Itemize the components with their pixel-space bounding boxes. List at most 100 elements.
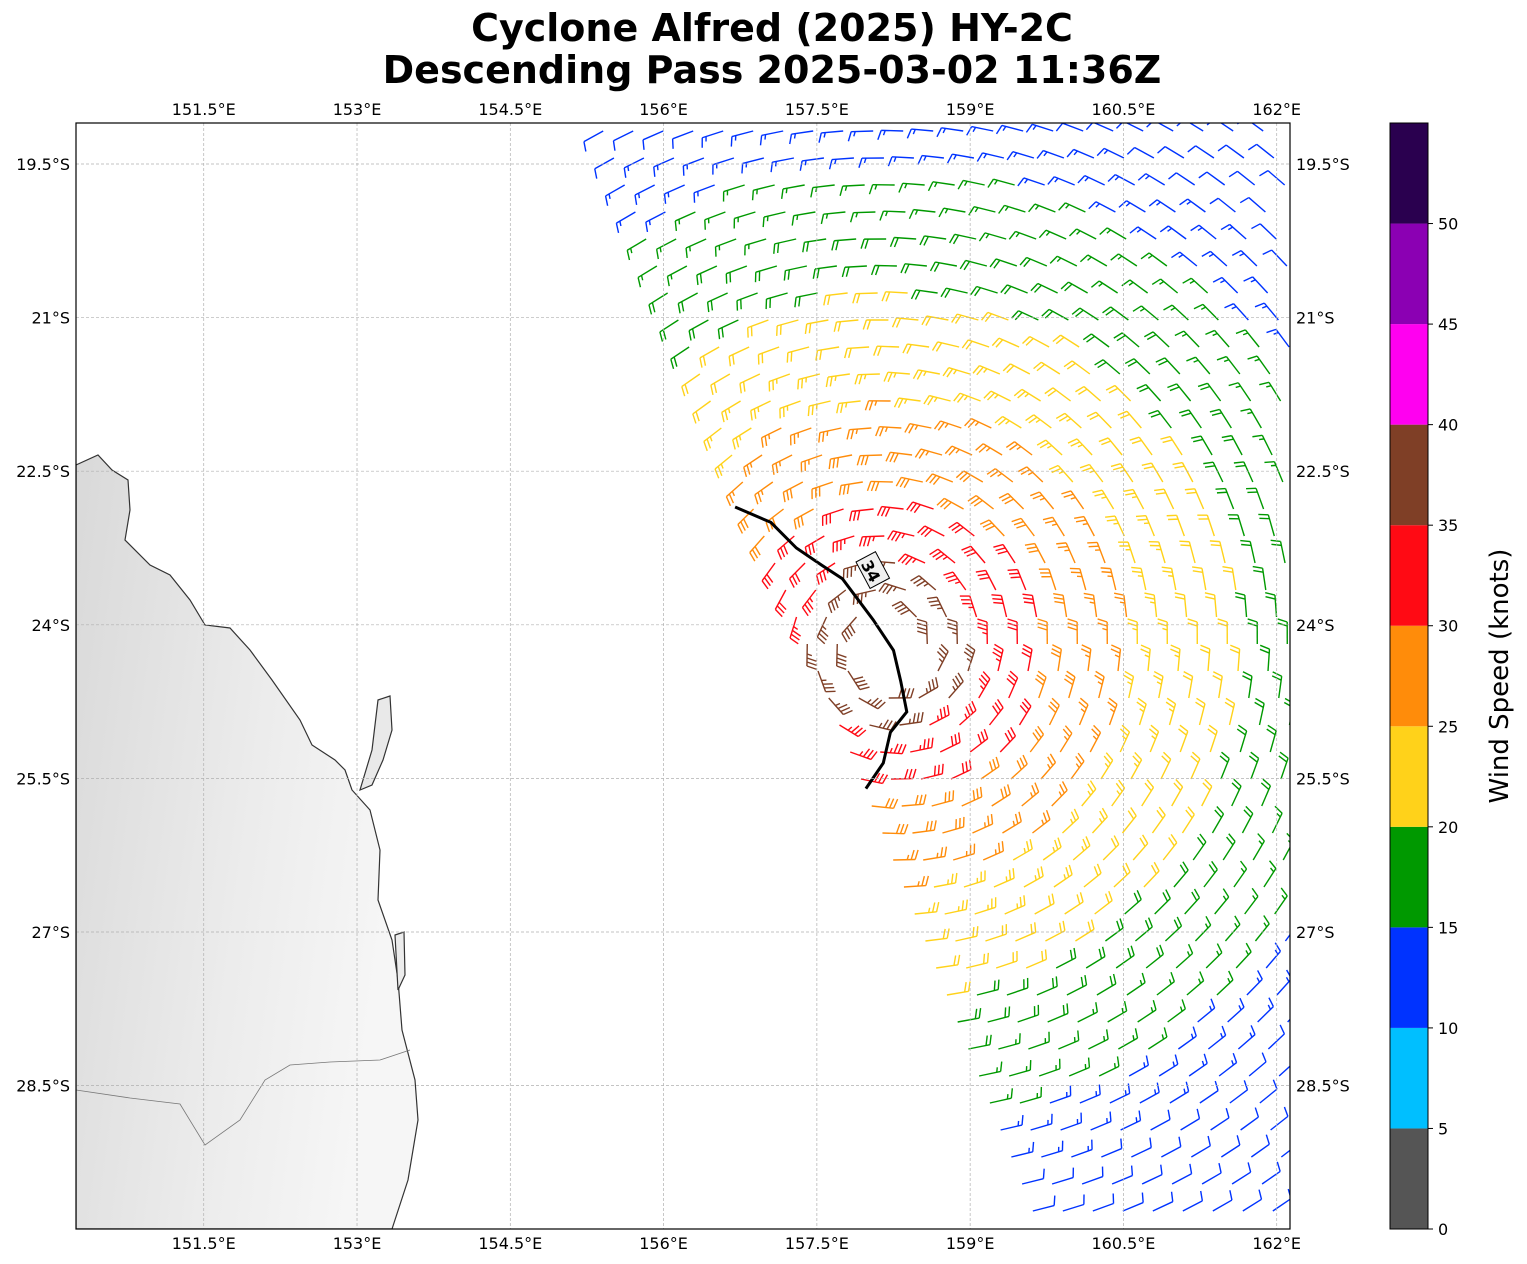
wind-barb (901, 794, 927, 807)
wind-barb (1126, 146, 1155, 159)
wind-barb (1100, 752, 1114, 780)
wind-barb (786, 346, 810, 363)
wind-barb (1167, 999, 1186, 1023)
wind-barb (818, 427, 842, 443)
wind-barb (1109, 1083, 1131, 1104)
wind-barb (1140, 252, 1168, 267)
wind-barb (804, 319, 829, 334)
wind-barb (961, 786, 983, 807)
wind-barb (1082, 333, 1110, 348)
wind-barb (1080, 644, 1092, 672)
wind-barb (1087, 541, 1106, 564)
wind-barb (1088, 1029, 1109, 1050)
wind-barb (1153, 670, 1164, 699)
wind-barb (1032, 1195, 1056, 1212)
wind-barb (821, 508, 844, 526)
wind-barb (1036, 976, 1058, 996)
wind-barb (849, 211, 876, 223)
wind-barb (663, 184, 685, 204)
wind-barb (904, 423, 932, 434)
wind-barb (1207, 724, 1218, 753)
wind-barb (1137, 173, 1166, 186)
wind-barb (1165, 697, 1177, 726)
wind-barb (1240, 408, 1262, 429)
wind-barb (1068, 228, 1097, 240)
wind-barb (1209, 408, 1232, 429)
wind-barb (1049, 1085, 1072, 1104)
wind-barb (998, 204, 1026, 214)
wind-barb (1055, 412, 1082, 429)
wind-barb (1171, 779, 1184, 807)
wind-barb (838, 481, 863, 496)
wind-barb (955, 470, 984, 483)
wind-barb (918, 677, 939, 699)
wind-barb (966, 952, 990, 969)
wind-barb (929, 261, 958, 272)
lon-tick-label-top: 154.5°E (478, 100, 542, 119)
contour-line (734, 505, 909, 790)
colorbar-label: Wind Speed (knots) (1485, 549, 1515, 804)
map-area[interactable]: 34 151.5°E151.5°E153°E153°E154.5°E154.5°… (16, 100, 1350, 1253)
lon-tick-label-bottom: 151.5°E (172, 1234, 236, 1253)
wind-barb (1145, 944, 1165, 969)
australia-land (76, 454, 419, 1229)
wind-barb (1148, 724, 1160, 753)
wind-barb (1171, 1163, 1193, 1185)
wind-barb (1228, 382, 1252, 402)
lon-tick-label-bottom: 162°E (1252, 1234, 1301, 1253)
wind-barb (1033, 361, 1061, 375)
lat-tick-label-left: 21°S (31, 309, 70, 328)
wind-barb (1051, 781, 1068, 807)
wind-barb (1050, 644, 1063, 672)
wind-barb (1038, 568, 1057, 591)
wind-barb (1013, 388, 1041, 402)
wind-barb (1101, 1138, 1123, 1158)
wind-barb (1219, 751, 1230, 780)
wind-barb (1049, 255, 1078, 267)
wind-barb (721, 400, 741, 423)
wind-barb (1066, 975, 1088, 996)
wind-barb (927, 181, 955, 192)
wind-barb (1167, 383, 1192, 402)
wind-barb (1021, 1168, 1045, 1185)
wind-barb (1131, 1137, 1152, 1158)
wind-barb (1212, 276, 1239, 294)
wind-barb (828, 697, 853, 716)
wind-barb (903, 875, 930, 888)
wind-barb (1071, 307, 1099, 321)
wind-barb (1231, 250, 1258, 267)
wind-barb (1132, 305, 1159, 321)
wind-barb (759, 130, 784, 146)
wind-barb (1107, 697, 1118, 726)
wind-barb (1019, 256, 1048, 268)
wind-barb (1270, 1106, 1289, 1131)
wind-barb (1224, 697, 1236, 726)
wind-barb (1199, 644, 1211, 672)
wind-barb (768, 373, 791, 392)
wind-barb (908, 208, 936, 220)
wind-barb (926, 596, 948, 618)
wind-barb (1007, 618, 1018, 645)
wind-barb (1154, 488, 1175, 510)
wind-barb (893, 397, 921, 408)
wind-barb (800, 454, 823, 473)
wind-barb (1098, 437, 1123, 456)
wind-barb (957, 179, 985, 190)
map-frame (75, 122, 1291, 1230)
lon-tick-label-bottom: 157.5°E (785, 1234, 849, 1253)
contour-34kt (734, 505, 909, 790)
wind-barb (1209, 540, 1226, 564)
wind-barb (1188, 1053, 1208, 1077)
wind-barb (864, 400, 891, 411)
lon-tick-label-bottom: 154.5°E (478, 1234, 542, 1253)
colorbar-segment (1390, 424, 1428, 526)
wind-barb (626, 238, 647, 261)
wind-barb (914, 901, 940, 915)
wind-barb (1241, 805, 1254, 834)
wind-barb (623, 157, 645, 178)
wind-barb (976, 979, 1000, 996)
wind-barb (744, 238, 767, 256)
wind-barb (1105, 515, 1125, 537)
wind-barb (1068, 1057, 1091, 1077)
wind-barb (866, 480, 893, 492)
